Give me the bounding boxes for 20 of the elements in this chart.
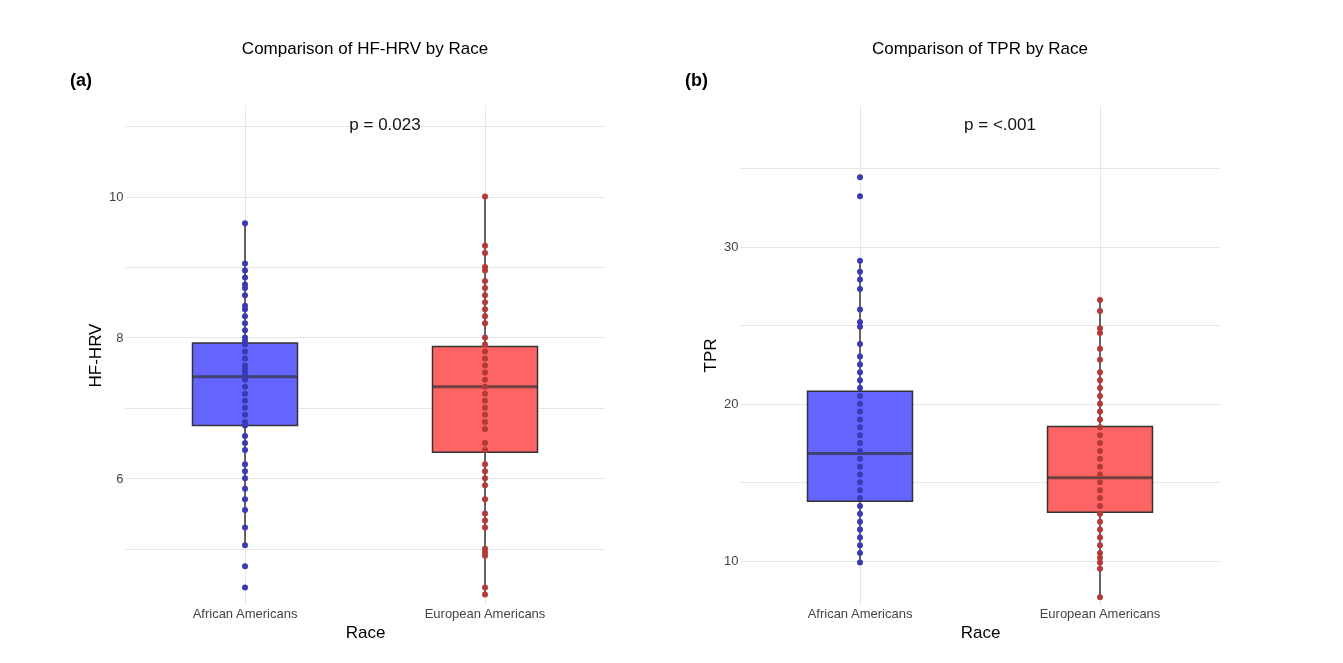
x-tick-label: African Americans xyxy=(192,605,298,621)
chart-title: Comparison of TPR by Race xyxy=(871,39,1089,58)
x-tick-label: African Americans xyxy=(807,605,913,621)
y-tick-label: 10 xyxy=(724,553,739,569)
chart-title: Comparison of HF-HRV by Race xyxy=(241,39,489,58)
y-tick-label: 10 xyxy=(109,189,124,205)
y-tick-label: 6 xyxy=(116,470,124,486)
x-tick-label: European Americans xyxy=(1039,605,1161,621)
annotation: p = <.001 xyxy=(964,115,1036,134)
y-axis-title: TPR xyxy=(701,338,721,373)
annotation: p = 0.023 xyxy=(349,115,421,134)
text: (b) xyxy=(685,70,708,90)
x-tick-label: European Americans xyxy=(424,605,546,621)
x-axis-title: Race xyxy=(345,622,386,642)
y-tick-label: 30 xyxy=(724,239,739,255)
text: (a) xyxy=(70,70,92,90)
x-axis-title: Race xyxy=(960,622,1001,642)
y-tick-label: 8 xyxy=(116,329,124,345)
y-tick-label: 20 xyxy=(724,396,739,412)
y-axis-title: HF-HRV xyxy=(86,322,106,388)
